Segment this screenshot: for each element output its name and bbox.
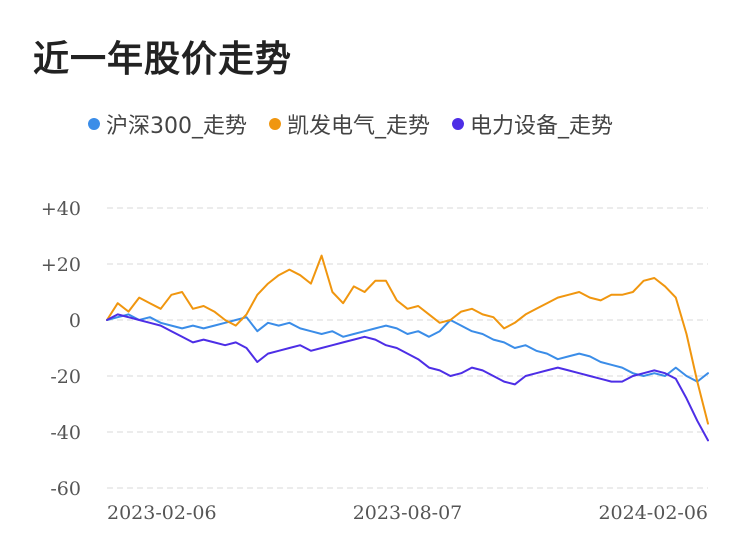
y-tick-label: -20 — [50, 366, 81, 388]
y-tick-label: 0 — [69, 310, 81, 332]
legend-dot-icon — [452, 118, 465, 130]
series-line — [106, 313, 709, 442]
legend-label-power: 电力设备_走势 — [470, 114, 614, 139]
legend-label-hs300: 沪深300_走势 — [106, 114, 247, 139]
chart-title: 近一年股价走势 — [33, 39, 293, 80]
y-tick-label: -60 — [50, 478, 81, 500]
y-tick-label: -40 — [50, 422, 81, 444]
x-tick-label: 2023-08-07 — [353, 502, 463, 524]
legend-item-hs300[interactable]: 沪深300_走势 — [88, 108, 247, 140]
series-line — [106, 254, 709, 425]
x-tick-label: 2023-02-06 — [107, 502, 217, 524]
legend-label-kaifa: 凯发电气_走势 — [287, 114, 431, 139]
legend-dot-icon — [269, 118, 281, 130]
series-line — [106, 313, 709, 383]
chart-legend: 沪深300_走势 凯发电气_走势 电力设备_走势 — [88, 108, 635, 140]
legend-item-kaifa[interactable]: 凯发电气_走势 — [269, 108, 430, 140]
x-tick-label: 2024-02-06 — [598, 502, 708, 524]
legend-dot-icon — [88, 118, 100, 130]
legend-item-power[interactable]: 电力设备_走势 — [452, 108, 613, 140]
y-tick-label: +20 — [41, 254, 81, 276]
y-tick-label: +40 — [41, 198, 81, 220]
